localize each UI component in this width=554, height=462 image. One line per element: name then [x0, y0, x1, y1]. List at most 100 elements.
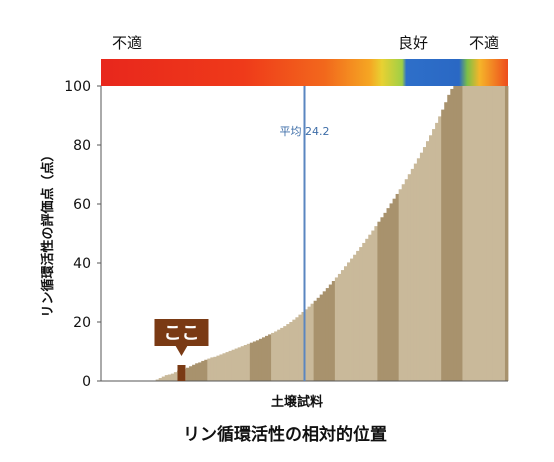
sample-bar — [374, 226, 378, 382]
sample-bar — [173, 372, 178, 381]
sample-bar — [356, 250, 360, 381]
sample-bar — [219, 354, 223, 381]
sample-bar — [495, 86, 500, 381]
band-label-unsuitable-right: 不適 — [469, 34, 499, 52]
sample-bar — [334, 277, 339, 381]
sample-bar — [271, 332, 275, 381]
sample-bar — [298, 314, 302, 382]
sample-bar — [201, 360, 205, 381]
sample-bar — [204, 359, 208, 381]
sample-bar — [419, 152, 424, 381]
sample-bar — [471, 86, 475, 381]
sample-bar — [389, 203, 393, 381]
sample-bar — [274, 331, 278, 381]
sample-bar — [228, 350, 233, 381]
sample-bar — [429, 135, 433, 381]
sample-bar — [286, 324, 290, 381]
sample-bar — [371, 230, 375, 381]
y-axis-title: リン循環活性の評価点（点） — [40, 148, 56, 317]
marker-label-box — [154, 319, 209, 346]
sample-bar — [234, 348, 239, 381]
sample-bar — [155, 379, 160, 381]
sample-bar — [192, 364, 196, 381]
sample-bar — [438, 116, 442, 381]
sample-bar — [498, 86, 503, 381]
sample-bar — [261, 337, 266, 381]
sample-bar — [401, 184, 406, 381]
sample-bar — [295, 317, 299, 381]
sample-bar — [407, 174, 412, 381]
marker-sample-bar — [177, 365, 186, 381]
sample-bar — [325, 288, 330, 381]
marker-arrow-icon — [174, 344, 189, 356]
y-tick-label: 20 — [73, 315, 91, 331]
sample-bar — [365, 238, 369, 381]
sample-bar — [301, 311, 305, 381]
sample-bar — [243, 345, 248, 381]
y-tick-label: 0 — [82, 374, 91, 390]
sample-bar — [331, 281, 336, 381]
sample-bar — [444, 102, 448, 381]
sample-bar — [231, 349, 236, 381]
sample-bar — [265, 335, 269, 381]
marker-label: ここ — [163, 323, 199, 344]
sample-bar — [328, 284, 333, 381]
mean-label: 平均 24.2 — [280, 125, 330, 138]
sample-bar — [459, 86, 463, 381]
y-tick-label: 60 — [73, 197, 91, 213]
sample-bar — [425, 141, 430, 381]
sample-bar — [350, 258, 354, 381]
sample-bar — [292, 319, 296, 381]
sample-bar — [170, 373, 175, 382]
sample-bar — [486, 86, 491, 381]
sample-bar — [450, 88, 454, 381]
sample-bar — [158, 378, 163, 381]
sample-bar — [186, 367, 190, 381]
sample-bar — [240, 346, 245, 381]
sample-bar — [386, 208, 390, 381]
sample-bar — [268, 334, 272, 381]
sample-bar — [337, 273, 342, 381]
sample-bar — [258, 338, 263, 381]
sample-bar — [319, 294, 324, 381]
position-marker: ここ — [154, 319, 209, 381]
chart-caption: リン循環活性の相対的位置 — [183, 424, 387, 445]
sample-bar — [210, 357, 214, 381]
sample-bar — [377, 221, 381, 381]
sample-bar — [462, 86, 466, 381]
band-label-unsuitable-left: 不適 — [112, 34, 142, 52]
y-tick-label: 100 — [64, 79, 91, 95]
sample-bar — [189, 366, 193, 381]
sample-bar — [216, 355, 220, 381]
sample-bar — [483, 86, 488, 381]
sample-bar — [280, 327, 284, 381]
sample-bar — [237, 347, 242, 381]
sample-bar — [255, 340, 260, 381]
sample-bar — [489, 86, 494, 381]
sample-bar — [392, 198, 397, 381]
sample-bar — [383, 212, 387, 381]
sample-bar — [313, 300, 318, 381]
suitability-color-band — [101, 59, 508, 86]
sample-bar — [307, 306, 311, 381]
sample-bar — [432, 129, 436, 381]
sample-bar — [249, 342, 254, 381]
sample-bar — [474, 86, 479, 381]
sample-bar — [398, 189, 403, 381]
sample-bar — [441, 109, 445, 381]
sample-bar — [347, 262, 351, 381]
sample-bar — [435, 122, 439, 382]
sample-bar — [492, 86, 497, 381]
sample-bar — [213, 356, 217, 381]
sample-bar — [207, 358, 211, 381]
sample-bars — [155, 86, 509, 382]
sample-bar — [447, 94, 451, 381]
sample-bar — [410, 168, 415, 381]
sample-bar — [310, 303, 315, 381]
sample-bar — [362, 242, 366, 381]
y-ticks: 0 20 40 60 80 100 — [64, 79, 101, 390]
sample-bar — [161, 376, 166, 381]
sample-bar — [380, 217, 384, 381]
y-tick-label: 40 — [73, 256, 91, 272]
